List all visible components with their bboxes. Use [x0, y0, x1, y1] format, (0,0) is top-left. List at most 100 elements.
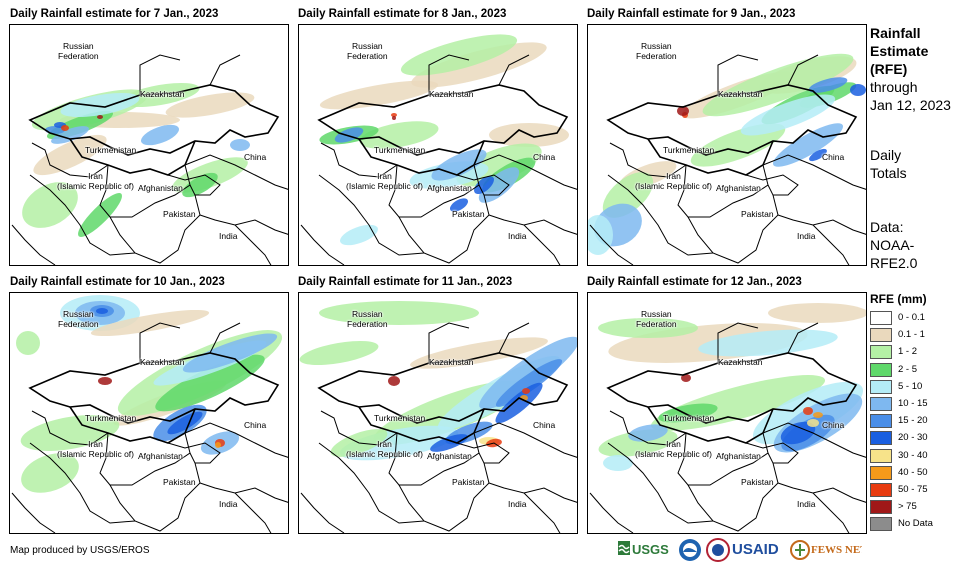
rainfall-patch [850, 84, 866, 96]
side-daily: Daily [870, 147, 902, 163]
rainfall-patch [588, 215, 613, 255]
panel-title-3: Daily Rainfall estimate for 9 Jan., 2023 [587, 8, 796, 20]
legend-swatch [870, 328, 892, 343]
map-label-russia: Russian Federation [347, 309, 388, 329]
usaid-logo-text: USAID [732, 541, 779, 558]
map-label-india: India [219, 231, 238, 241]
side-date: Jan 12, 2023 [870, 97, 951, 113]
country-border [318, 442, 425, 524]
country-border [31, 410, 109, 446]
panel-title-5: Daily Rainfall estimate for 11 Jan., 202… [298, 276, 513, 288]
rainfall-patch [230, 139, 250, 151]
map-label-iran: Iran (Islamic Republic of) [346, 439, 423, 459]
country-border [488, 482, 577, 503]
side-through: through [870, 79, 918, 95]
rainfall-patch [16, 331, 40, 355]
country-border [589, 224, 634, 265]
country-border [687, 184, 779, 264]
map-label-china: China [244, 152, 267, 162]
usgs-logo-text: USGS [632, 542, 669, 557]
usgs-logo: USGS [618, 541, 669, 557]
country-border [109, 452, 201, 532]
legend-label: 10 - 15 [898, 398, 928, 409]
country-border [456, 442, 510, 464]
map-label-china: China [822, 152, 845, 162]
map-label-russia: Russian Federation [58, 41, 99, 61]
legend-swatch [870, 311, 892, 325]
rainfall-patch [495, 382, 543, 424]
fewsnet-logo-text: FEWS NET [811, 544, 862, 556]
country-border [745, 442, 799, 464]
legend-label: No Data [898, 518, 933, 530]
rainfall-patch [400, 34, 518, 76]
rainfall-patch [522, 388, 530, 394]
country-border [498, 322, 530, 354]
legend-label: 50 - 75 [898, 484, 928, 495]
country-border [320, 410, 398, 446]
country-border [762, 154, 866, 190]
country-border [29, 442, 136, 524]
legend-entry: 10 - 15 [870, 396, 965, 413]
rainfall-patch [702, 53, 854, 117]
rainfall-patch [141, 124, 179, 146]
map-label-turkmenistan: Turkmenistan [374, 145, 426, 155]
country-border [607, 442, 714, 524]
country-border [28, 84, 280, 156]
legend-label: 30 - 40 [898, 449, 928, 461]
country-border [199, 214, 288, 235]
map-label-afghanistan: Afghanistan [138, 183, 183, 193]
rainfall-map-3: Russian Federation Kazakhstan Turkmenistan… [587, 24, 867, 266]
country-border [358, 406, 485, 444]
country-border [358, 138, 485, 176]
rainfall-patch [167, 411, 203, 435]
legend-swatch [870, 397, 892, 411]
map-label-iran: Iran (Islamic Republic of) [346, 171, 423, 191]
country-border [717, 54, 759, 95]
map-label-iran: Iran (Islamic Republic of) [57, 439, 134, 459]
rainfall-patch [392, 116, 396, 120]
country-border [812, 224, 850, 265]
legend-entry: 30 - 40 [870, 448, 965, 465]
legend-entry: 15 - 20 [870, 413, 965, 430]
side-totals: Totals [870, 165, 907, 181]
map-label-russia: Russian Federation [347, 41, 388, 61]
country-border [139, 54, 181, 95]
rainfall-patch [628, 424, 668, 442]
map-label-afghanistan: Afghanistan [427, 451, 472, 461]
rainfall-patch [182, 333, 278, 373]
country-border [398, 452, 490, 532]
side-title-3: (RFE) [870, 61, 908, 77]
country-border [745, 174, 799, 196]
map-label-turkmenistan: Turkmenistan [374, 413, 426, 423]
map-label-iran: Iran (Islamic Republic of) [635, 439, 712, 459]
country-border [677, 432, 769, 486]
rainfall-patch [334, 127, 364, 143]
map-label-india: India [508, 231, 527, 241]
map-label-india: India [219, 499, 238, 509]
legend-label: > 75 [898, 501, 917, 513]
country-border [787, 54, 819, 86]
rainfall-patch [97, 115, 103, 119]
map-label-iran: Iran (Islamic Republic of) [57, 171, 134, 191]
map-label-india: India [797, 499, 816, 509]
legend-swatch [870, 414, 892, 429]
country-border [300, 224, 345, 265]
country-border [320, 142, 398, 178]
country-border [31, 142, 109, 178]
rainfall-patch [155, 354, 265, 412]
usaid-seal [706, 538, 730, 562]
panel-title-4: Daily Rainfall estimate for 10 Jan., 202… [10, 276, 225, 288]
rainfall-patch [431, 149, 487, 181]
map-label-turkmenistan: Turkmenistan [663, 413, 715, 423]
rainfall-patch [495, 359, 563, 407]
side-source-2: RFE2.0 [870, 255, 918, 271]
rainfall-map-6: Russian Federation Kazakhstan Turkmenistan… [587, 292, 867, 534]
side-source-1: NOAA- [870, 237, 915, 253]
side-title-2: Estimate [870, 43, 929, 59]
map-label-pakistan: Pakistan [163, 209, 196, 219]
country-border [609, 142, 687, 178]
rainfall-patch [677, 106, 689, 116]
map-label-russia: Russian Federation [636, 41, 677, 61]
rainfall-patch [388, 376, 400, 386]
country-border [456, 174, 510, 196]
